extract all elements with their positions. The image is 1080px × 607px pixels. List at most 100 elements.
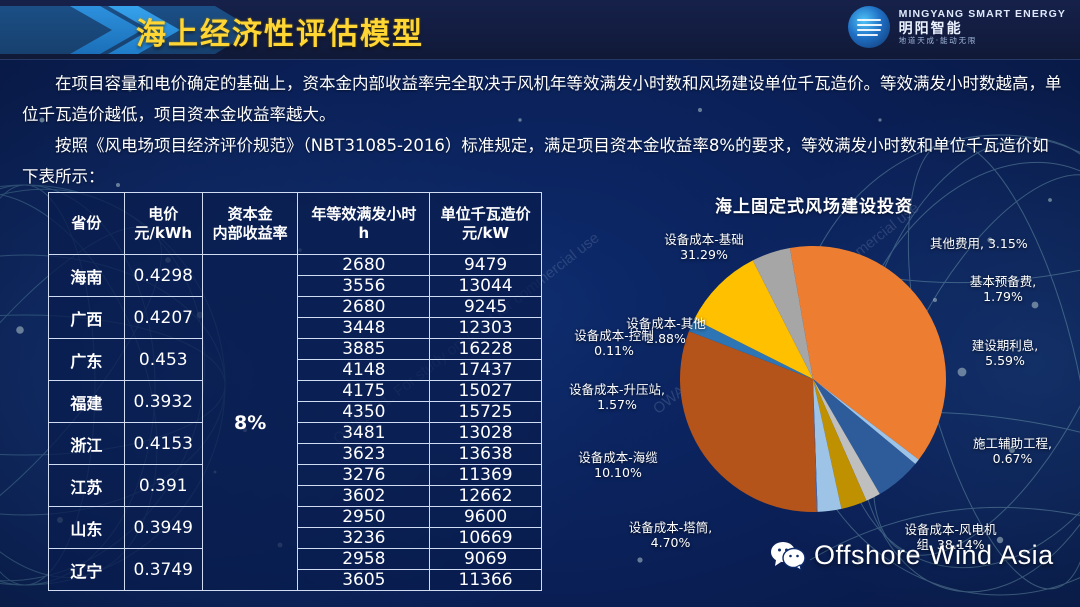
pie-slice bbox=[680, 331, 817, 512]
pie-slice bbox=[813, 379, 842, 512]
pie-label-hailan: 设备成本-海缆 10.10% bbox=[578, 450, 658, 480]
cell-price: 0.391 bbox=[123, 464, 203, 507]
cell-price: 0.4153 bbox=[123, 422, 203, 465]
cell-province: 辽宁 bbox=[48, 548, 125, 591]
cell-province: 江苏 bbox=[48, 464, 125, 507]
paragraph-2: 按照《风电场项目经济评价规范》（NBT31085-2016）标准规定，满足项目资… bbox=[22, 136, 1049, 186]
pie-chart bbox=[680, 246, 946, 512]
cell-hours: 2680 bbox=[297, 254, 431, 276]
col-header-price: 电价 元/kWh bbox=[123, 192, 203, 255]
pie-label-kongzhi: 设备成本-控制 0.11% bbox=[574, 328, 654, 358]
cell-hours: 3276 bbox=[297, 464, 431, 486]
cell-price: 0.453 bbox=[123, 338, 203, 381]
cell-hours: 2950 bbox=[297, 506, 431, 528]
table-row: 江苏 0.391 3276 11369 bbox=[48, 464, 542, 507]
cell-hours: 4175 bbox=[297, 380, 431, 402]
cell-unitcost: 13638 bbox=[429, 443, 542, 465]
logo-chinese-name: 明阳智能 bbox=[898, 20, 963, 37]
wechat-watermark: Offshore Wind Asia bbox=[770, 540, 1054, 571]
cost-table: 省份 电价 元/kWh 资本金 内部收益率 年等效满发小时 h 单位千瓦造价 元/kW … bbox=[48, 192, 542, 591]
pie-slice bbox=[813, 379, 919, 465]
cell-province: 广西 bbox=[48, 296, 125, 339]
cell-unitcost: 13028 bbox=[429, 422, 542, 444]
cell-unitcost: 9245 bbox=[429, 296, 542, 318]
col-header-hours: 年等效满发小时 h bbox=[297, 192, 431, 255]
page-title: 海上经济性评估模型 bbox=[136, 17, 424, 52]
table-row: 3448 12303 bbox=[49, 317, 542, 339]
cell-unitcost: 9069 bbox=[429, 548, 542, 570]
col-header-irr: 资本金 内部收益率 bbox=[201, 192, 299, 255]
cell-price: 0.4298 bbox=[123, 254, 203, 297]
cell-unitcost: 16228 bbox=[429, 338, 542, 360]
table-row: 3602 12662 bbox=[49, 485, 542, 507]
table-row: 广东 0.453 3885 16228 bbox=[48, 338, 542, 381]
table-row: 3605 11366 bbox=[49, 569, 542, 591]
pie-slice bbox=[688, 319, 813, 379]
cell-unitcost: 15725 bbox=[429, 401, 542, 423]
pie-slice bbox=[813, 379, 916, 495]
cell-province: 浙江 bbox=[48, 422, 125, 465]
chart-title: 海上固定式风场建设投资 bbox=[715, 197, 913, 217]
cell-hours: 3236 bbox=[297, 527, 431, 549]
cell-province: 福建 bbox=[48, 380, 125, 423]
pie-label-fuzhugongcheng: 施工辅助工程, 0.67% bbox=[973, 436, 1052, 466]
cell-unitcost: 12662 bbox=[429, 485, 542, 507]
cell-hours: 2958 bbox=[297, 548, 431, 570]
paragraph-1: 在项目容量和电价确定的基础上，资本金内部收益率完全取决于风机年等效满发小时数和风… bbox=[22, 74, 1062, 124]
cell-hours: 2680 bbox=[297, 296, 431, 318]
cell-unitcost: 10669 bbox=[429, 527, 542, 549]
pie-chart-panel: 海上固定式风场建设投资 设备成本-基础 31.29% 设备成本-其他 2.88%… bbox=[548, 186, 1080, 586]
pie-label-fengdianjizu: 设备成本-风电机 组, 38.14% bbox=[904, 522, 997, 552]
cell-unitcost: 9479 bbox=[429, 254, 542, 276]
col-header-province: 省份 bbox=[48, 192, 125, 255]
pie-slice bbox=[752, 248, 813, 379]
cell-price: 0.3932 bbox=[123, 380, 203, 423]
cell-unitcost: 11369 bbox=[429, 464, 542, 486]
pie-slice bbox=[813, 379, 867, 509]
pie-label-qitafeiyong: 其他费用, 3.15% bbox=[930, 236, 1028, 251]
pie-slice bbox=[694, 260, 813, 379]
pie-label-tatong: 设备成本-塔筒, 4.70% bbox=[628, 520, 713, 550]
body-text-block: 在项目容量和电价确定的基础上，资本金内部收益率完全取决于风机年等效满发小时数和风… bbox=[22, 68, 1062, 192]
cell-hours: 3556 bbox=[297, 275, 431, 297]
cell-unitcost: 17437 bbox=[429, 359, 542, 381]
table-row: 4148 17437 bbox=[49, 359, 542, 381]
cell-unitcost: 11366 bbox=[429, 569, 542, 591]
pie-label-jichu: 设备成本-基础 31.29% bbox=[664, 232, 744, 262]
pie-slice bbox=[813, 379, 880, 501]
cell-price: 0.3949 bbox=[123, 506, 203, 549]
pie-label-yubeifei: 基本预备费, 1.79% bbox=[969, 274, 1037, 304]
table-row: 山东 0.3949 2950 9600 bbox=[48, 506, 542, 549]
cell-unitcost: 15027 bbox=[429, 380, 542, 402]
cell-province: 广东 bbox=[48, 338, 125, 381]
cell-unitcost: 9600 bbox=[429, 506, 542, 528]
title-banner: 海上经济性评估模型 MINGYANG SMART ENERGY 明阳智能 地道天… bbox=[0, 0, 1080, 60]
table-row: 3623 13638 bbox=[49, 443, 542, 465]
cell-irr: 8% bbox=[201, 254, 299, 591]
table-row: 海南 0.4298 8% 2680 9479 bbox=[48, 254, 542, 591]
pie-label-lixi: 建设期利息, 5.59% bbox=[971, 338, 1039, 368]
pie-label-qita: 设备成本-其他 2.88% bbox=[626, 316, 706, 346]
pie-slice bbox=[813, 379, 818, 512]
cell-hours: 4148 bbox=[297, 359, 431, 381]
cell-hours: 3885 bbox=[297, 338, 431, 360]
cell-hours: 3623 bbox=[297, 443, 431, 465]
cell-unitcost: 12303 bbox=[429, 317, 542, 339]
pie-label-shengyazhan: 设备成本-升压站, 1.57% bbox=[569, 382, 665, 412]
cell-price: 0.4207 bbox=[123, 296, 203, 339]
logo-tagline: 地道天成·能动无限 bbox=[898, 36, 978, 46]
cell-hours: 4350 bbox=[297, 401, 431, 423]
table-header-row: 省份 电价 元/kWh 资本金 内部收益率 年等效满发小时 h 单位千瓦造价 元/kW bbox=[48, 192, 542, 255]
cell-hours: 3602 bbox=[297, 485, 431, 507]
cell-hours: 3448 bbox=[297, 317, 431, 339]
col-header-unitcost: 单位千瓦造价 元/kW bbox=[429, 192, 542, 255]
table-row: 广西 0.4207 2680 9245 bbox=[48, 296, 542, 339]
table-row: 3556 13044 bbox=[49, 275, 542, 297]
company-logo: MINGYANG SMART ENERGY 明阳智能 地道天成·能动无限 bbox=[847, 6, 1066, 48]
cell-unitcost: 13044 bbox=[429, 275, 542, 297]
mingyang-logo-icon bbox=[847, 6, 890, 48]
logo-english-name: MINGYANG SMART ENERGY bbox=[898, 8, 1066, 21]
cell-hours: 3481 bbox=[297, 422, 431, 444]
cell-province: 海南 bbox=[48, 254, 125, 297]
